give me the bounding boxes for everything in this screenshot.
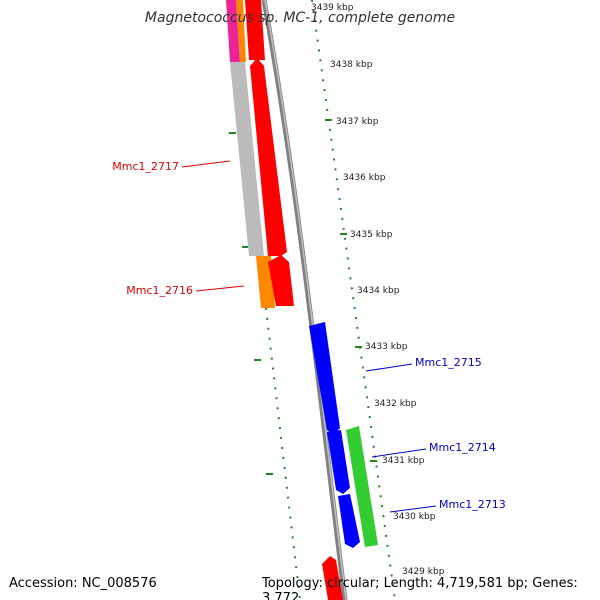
gene-segment-red-top[interactable] xyxy=(245,0,265,60)
gene-arrow-mmc1-2717[interactable] xyxy=(250,58,287,256)
gene-segment-red-bottom[interactable] xyxy=(322,556,343,600)
tick-label: 3430 kbp xyxy=(393,512,436,522)
gene-label-mmc1-2714[interactable]: Mmc1_2714 xyxy=(429,441,496,454)
gene-segment-orange-top[interactable] xyxy=(236,0,246,62)
tick-label: 3433 kbp xyxy=(365,342,408,352)
gene-arrow-mmc1-2714[interactable] xyxy=(327,430,350,494)
tick-label: 3438 kbp xyxy=(330,60,373,70)
genome-backbone-highlight xyxy=(264,0,347,600)
gene-segment-gray[interactable] xyxy=(230,62,264,256)
tick-label: 3436 kbp xyxy=(343,173,386,183)
gene-arrow-mmc1-2716[interactable] xyxy=(268,255,294,306)
tick-label: 3437 kbp xyxy=(336,117,379,127)
gene-segment-magenta[interactable] xyxy=(226,0,240,62)
tick-label: 3432 kbp xyxy=(374,399,417,409)
tick-label: 3439 kbp xyxy=(311,3,354,13)
outer-tick-marks xyxy=(229,119,377,475)
gene-label-mmc1-2713[interactable]: Mmc1_2713 xyxy=(439,498,506,511)
tick-label: 3434 kbp xyxy=(357,286,400,296)
genome-backbone xyxy=(261,0,348,600)
tick-label: 3431 kbp xyxy=(382,456,425,466)
gene-label-mmc1-2716[interactable]: Mmc1_2716 xyxy=(126,284,193,297)
genome-summary-text: Topology: circular; Length: 4,719,581 bp… xyxy=(262,576,578,600)
map-title: Magnetococcus sp. MC-1, complete genome xyxy=(144,10,456,26)
outer-dashed-track-right xyxy=(311,0,396,600)
gene-label-leaders xyxy=(181,160,437,513)
gene-label-mmc1-2715[interactable]: Mmc1_2715 xyxy=(415,356,482,369)
gene-arrow-green[interactable] xyxy=(346,426,378,547)
gene-arrow-mmc1-2715[interactable] xyxy=(309,322,340,435)
tick-label: 3429 kbp xyxy=(402,567,445,577)
gene-label-mmc1-2717[interactable]: Mmc1_2717 xyxy=(112,160,179,173)
tick-label: 3435 kbp xyxy=(350,230,393,240)
accession-text: Accession: NC_008576 xyxy=(9,576,157,591)
gene-arrow-mmc1-2713[interactable] xyxy=(338,494,360,548)
